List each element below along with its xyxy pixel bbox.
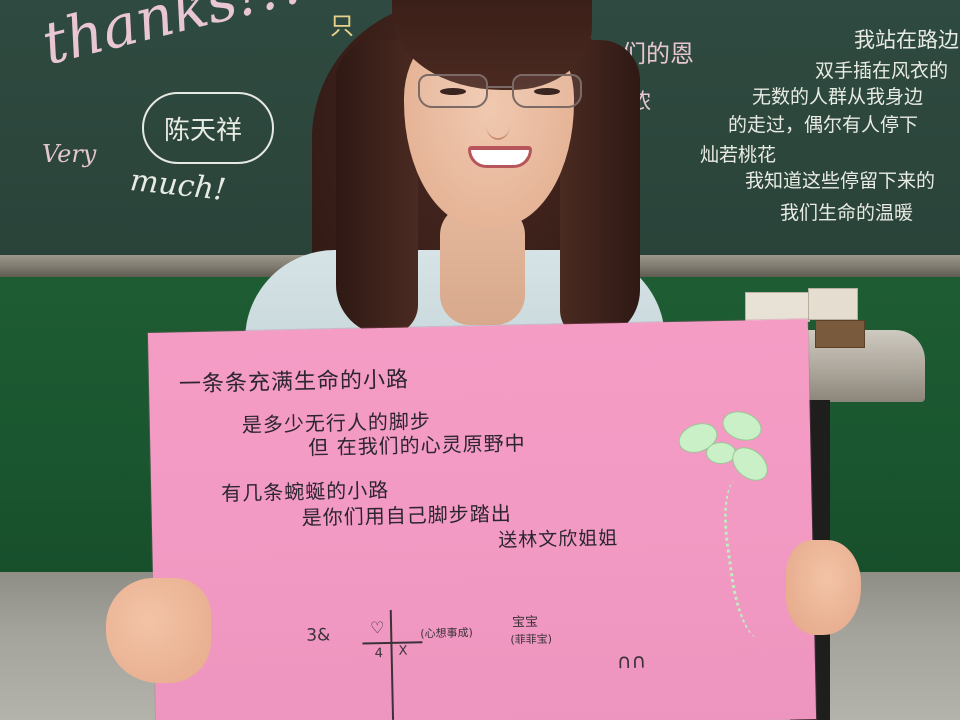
eye (440, 88, 466, 95)
chalk-right-line-2: 双手插在风衣的 (815, 60, 949, 82)
chalk-box (808, 288, 858, 320)
chalk-thanks: thanks!!! (35, 0, 312, 78)
chalk-box (745, 292, 810, 322)
glasses (418, 74, 584, 114)
doodle-cross-vertical (389, 609, 395, 720)
poem-signature: 送林文欣姐姐 (498, 527, 619, 552)
chalk-top-center-a: 只 (330, 12, 354, 40)
poem-line-1: 一条条充满生命的小路 (178, 367, 410, 398)
eye (534, 88, 560, 95)
ribbon-bow (672, 402, 775, 492)
left-hand (106, 578, 211, 683)
chalk-very: Very (42, 140, 97, 168)
glasses-bridge (486, 86, 514, 88)
smile (468, 146, 532, 168)
doodle-x: X (398, 643, 408, 659)
chalk-right-line-3: 无数的人群从我身边 (752, 86, 924, 108)
chalk-cloud: 陈天祥 (142, 92, 274, 164)
doodle-right-a: 宝宝 (511, 614, 539, 631)
doodle-four: 4 (374, 646, 384, 662)
doodle-right-b: (菲菲宝) (510, 632, 553, 647)
glasses-lens (512, 74, 582, 108)
chalk-box (815, 320, 865, 348)
doodle-left: 3& (306, 625, 331, 646)
doodle-heart: ♡ (369, 618, 385, 638)
bow-loop (718, 406, 766, 446)
chalk-much: much! (128, 163, 228, 208)
chalk-right-line-6: 我知道这些停留下来的 (745, 170, 936, 192)
doodle-face: ∩∩ (616, 648, 647, 674)
chalk-right-line-1: 我站在路边 (854, 28, 959, 52)
right-hand (786, 540, 861, 635)
doodle-paren-a: (心想事成) (420, 626, 473, 641)
poem-line-3: 但 在我们的心灵原野中 (308, 431, 526, 460)
pink-poster: 一条条充满生命的小路 是多少无行人的脚步 但 在我们的心灵原野中 有几条蜿蜒的小… (147, 319, 817, 720)
chalk-right-line-7: 我们生命的温暖 (780, 202, 914, 224)
nose (486, 110, 510, 140)
chalk-right-line-5: 灿若桃花 (700, 144, 777, 166)
chalk-right-line-4: 的走过，偶尔有人停下 (728, 114, 919, 136)
chalk-cloud-name: 陈天祥 (164, 116, 243, 146)
poem-line-5: 是你们用自己脚步踏出 (301, 501, 512, 530)
